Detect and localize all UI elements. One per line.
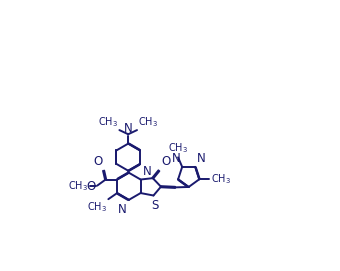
Text: CH$_3$: CH$_3$ <box>68 179 88 192</box>
Text: O: O <box>93 155 102 168</box>
Text: N: N <box>143 164 152 178</box>
Text: O: O <box>86 180 95 193</box>
Text: CH$_3$: CH$_3$ <box>98 115 118 129</box>
Text: CH$_3$: CH$_3$ <box>87 201 107 214</box>
Text: S: S <box>151 199 158 212</box>
Text: CH$_3$: CH$_3$ <box>211 172 231 186</box>
Text: N: N <box>172 152 181 165</box>
Text: N: N <box>124 122 133 135</box>
Text: N: N <box>197 152 205 165</box>
Text: CH$_3$: CH$_3$ <box>138 115 158 129</box>
Text: O: O <box>161 155 171 168</box>
Text: N: N <box>118 203 127 216</box>
Text: CH$_3$: CH$_3$ <box>168 142 188 156</box>
